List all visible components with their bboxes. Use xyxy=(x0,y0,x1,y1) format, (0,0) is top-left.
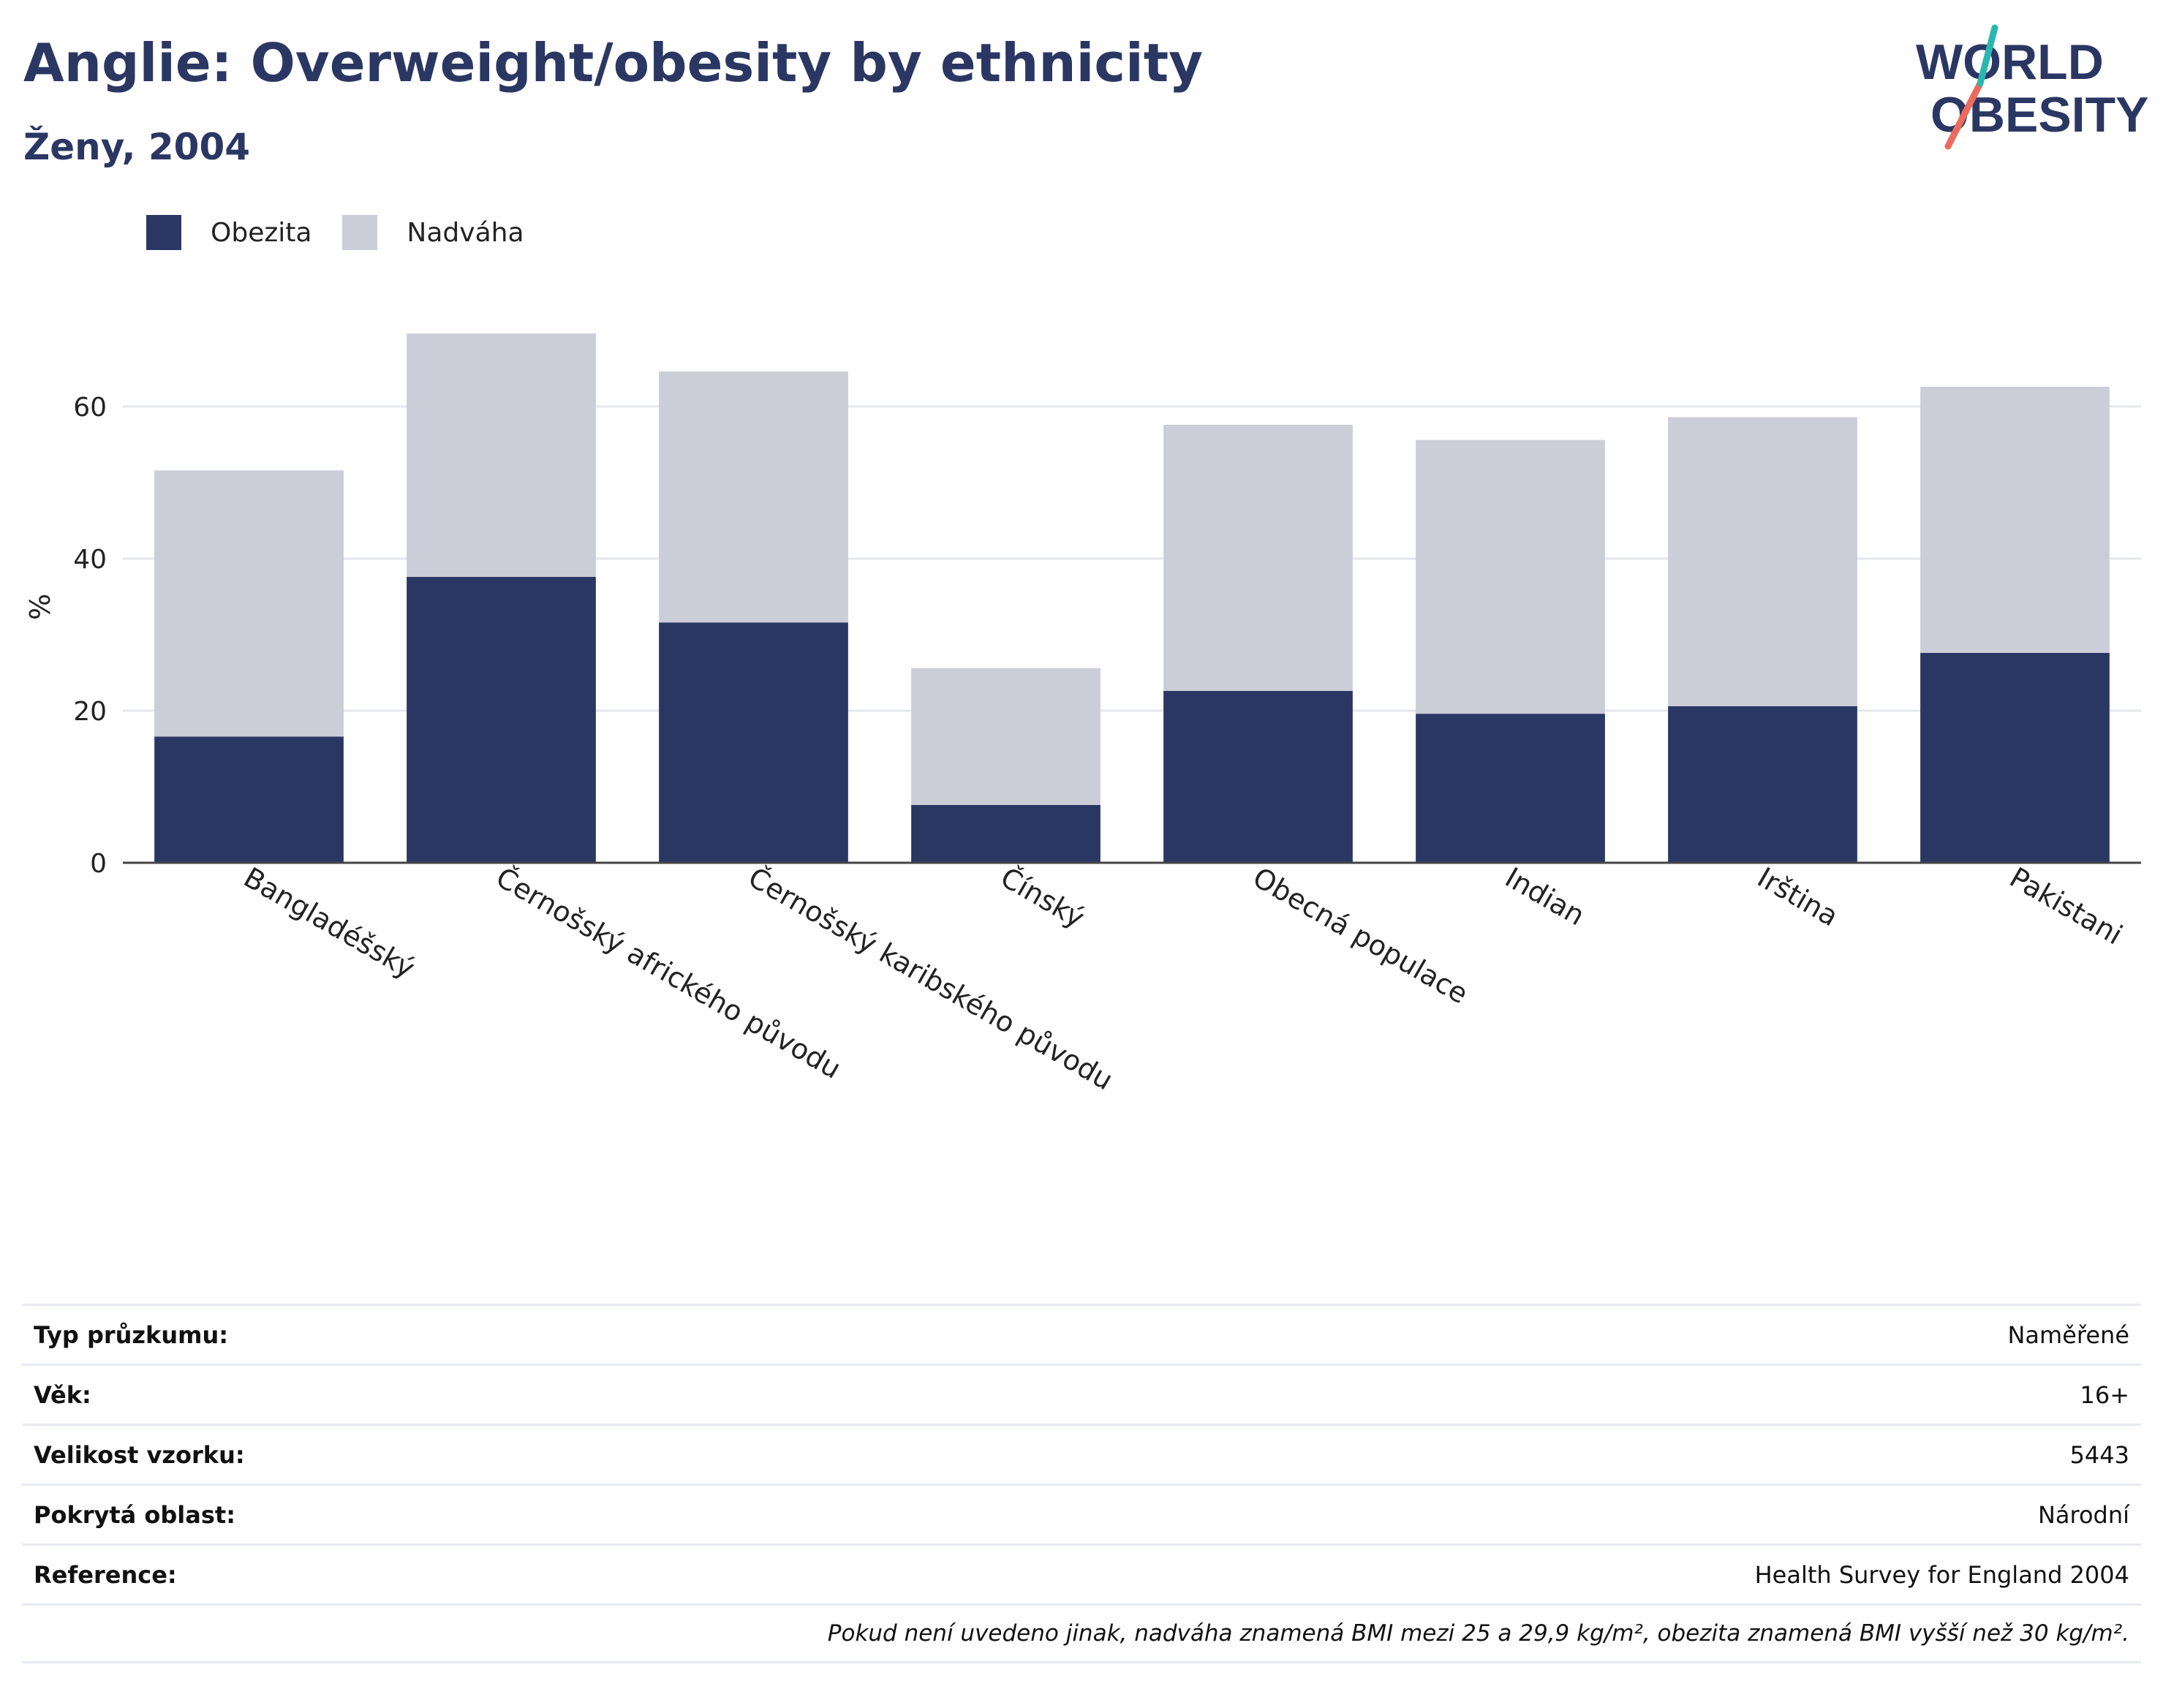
footnote: Pokud není uvedeno jinak, nadváha znamen… xyxy=(22,1603,2141,1663)
bar-overweight xyxy=(407,333,596,577)
info-value[interactable]: Health Survey for England 2004 xyxy=(1754,1560,2129,1589)
y-tick-label: 60 xyxy=(73,393,107,423)
x-tick-label: Pakistani xyxy=(2004,861,2128,951)
bar-obesity xyxy=(911,804,1101,863)
info-key: Typ průzkumu: xyxy=(34,1320,229,1349)
legend-swatch-obesity xyxy=(146,215,181,250)
info-row-reference: Reference: Health Survey for England 200… xyxy=(22,1543,2141,1603)
info-row-survey-type: Typ průzkumu: Naměřené xyxy=(22,1304,2141,1364)
page-title: Anglie: Overweight/obesity by ethnicity xyxy=(23,32,1204,94)
info-value: 16+ xyxy=(2080,1380,2129,1409)
world-obesity-logo: WORLD OBESITY xyxy=(1916,24,2149,150)
y-tick-label: 0 xyxy=(90,849,107,879)
bar-overweight xyxy=(154,470,344,737)
chart-legend: Obezita Nadváha xyxy=(146,215,555,250)
info-row-area: Pokrytá oblast: Národní xyxy=(22,1484,2141,1543)
legend-label-obesity: Obezita xyxy=(211,217,312,248)
bar-obesity xyxy=(1416,714,1605,863)
x-tick-label: Indian xyxy=(1500,861,1590,932)
x-tick-label: Čínský xyxy=(995,861,1090,934)
bar-overweight xyxy=(1163,424,1353,691)
legend-item-obesity[interactable]: Obezita xyxy=(146,215,312,250)
x-tick-label: Obecná populace xyxy=(1247,861,1473,1010)
bar-overweight xyxy=(1416,439,1605,714)
info-key: Věk: xyxy=(34,1380,91,1409)
bar-overweight xyxy=(1920,386,2110,653)
info-value: Naměřené xyxy=(2007,1320,2129,1349)
x-tick-label: Bangladéšský xyxy=(238,861,420,985)
legend-item-overweight[interactable]: Nadváha xyxy=(342,215,524,250)
footnote-text: Pokud není uvedeno jinak, nadváha znamen… xyxy=(827,1620,2129,1647)
info-row-sample-size: Velikost vzorku: 5443 xyxy=(22,1424,2141,1484)
bar-obesity xyxy=(659,622,848,863)
bar-obesity xyxy=(1920,652,2110,863)
bar-obesity xyxy=(1163,690,1353,863)
info-value: 5443 xyxy=(2069,1440,2129,1469)
info-table: Typ průzkumu: Naměřené Věk: 16+ Velikost… xyxy=(22,1304,2141,1663)
legend-label-overweight: Nadváha xyxy=(407,217,524,248)
bar-obesity xyxy=(154,736,344,863)
info-key: Pokrytá oblast: xyxy=(34,1500,235,1529)
y-tick-label: 20 xyxy=(73,697,107,727)
info-key: Reference: xyxy=(34,1560,177,1589)
info-row-age: Věk: 16+ xyxy=(22,1364,2141,1424)
y-axis-label: % xyxy=(24,594,56,620)
bar-overweight xyxy=(911,668,1101,805)
svg-text:WORLD: WORLD xyxy=(1916,34,2104,90)
x-tick-label: Irština xyxy=(1752,861,1843,933)
info-value: Národní xyxy=(2037,1500,2129,1529)
bar-obesity xyxy=(1668,706,1857,863)
bar-overweight xyxy=(1668,417,1857,706)
bar-obesity xyxy=(407,576,596,863)
y-tick-label: 40 xyxy=(73,545,107,575)
bar-overweight xyxy=(659,371,848,623)
info-key: Velikost vzorku: xyxy=(34,1440,245,1469)
page-subtitle: Ženy, 2004 xyxy=(23,126,251,168)
legend-swatch-overweight xyxy=(342,215,378,250)
